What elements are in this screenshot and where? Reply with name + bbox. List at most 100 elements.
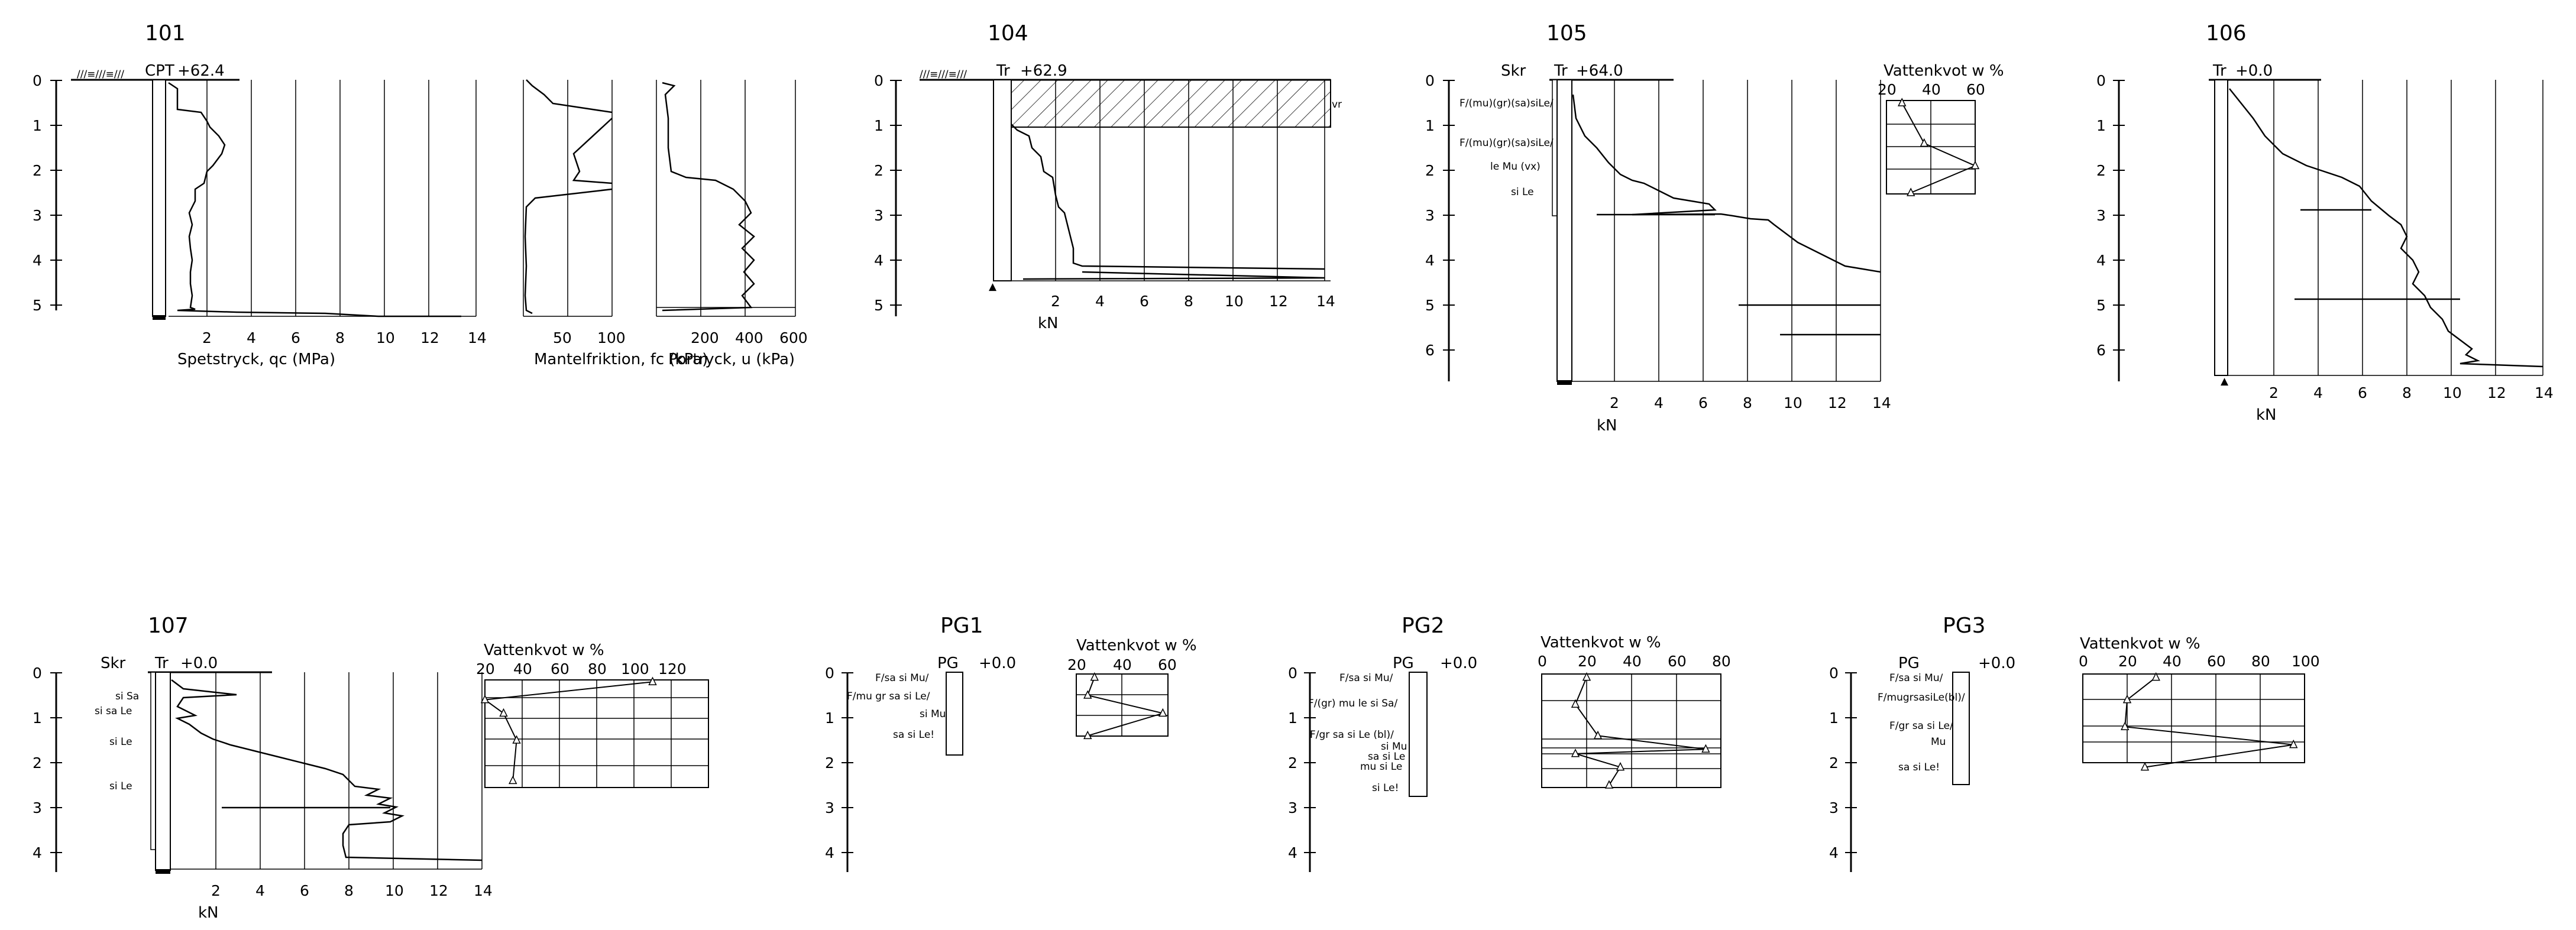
water-content-point: [648, 676, 657, 685]
w-tick: 40: [513, 660, 532, 678]
w-tick: 20: [2118, 653, 2137, 670]
kn-tick: 8: [2402, 384, 2412, 401]
depth-tick: 6: [2096, 342, 2106, 359]
kn-spikes-105: [1597, 213, 1881, 336]
soil-layer-label: si Le: [109, 780, 132, 792]
water-content-pg3: Vattenkvot w % 0 20 40 60 80 100: [2079, 635, 2320, 771]
water-content-pg1: Vattenkvot w % 20 40 60: [1067, 637, 1197, 740]
water-content-point: [1593, 730, 1603, 740]
soil-layer-label: Mu: [1931, 736, 1946, 748]
depth-ticks-101: 0 1 2 3 4 5: [33, 72, 62, 314]
u-tick: 200: [691, 329, 719, 346]
cpt-label: CPT: [145, 62, 174, 80]
water-content-line: [1086, 677, 1166, 737]
w-tick: 60: [1668, 653, 1687, 670]
water-content-series-pg1: [1083, 672, 1167, 740]
depth-tick: 2: [2096, 162, 2106, 179]
pg-label-3: PG: [1898, 654, 1920, 672]
depth-tick: 0: [1425, 72, 1435, 89]
w-tick: 60: [1158, 656, 1177, 673]
water-content-107: Vattenkvot w % 20 40 60 80 100 120: [476, 641, 709, 788]
kn-tick: 2: [1051, 293, 1060, 310]
w-tick: 20: [1878, 81, 1897, 98]
pg2-title: PG2: [1402, 614, 1445, 638]
depth-tick: 3: [33, 799, 42, 816]
stop-symbol-106: ▲: [2221, 375, 2229, 387]
rod-101: [152, 79, 166, 317]
soil-layer-label: si Sa: [115, 691, 139, 702]
borehole-104-title: 104: [988, 21, 1028, 46]
depth-tick: 0: [33, 665, 42, 682]
borehole-104-elevation: +62.9: [1020, 62, 1067, 80]
fill-layer-label: vr: [1332, 99, 1342, 111]
kn-tick: 12: [1828, 394, 1847, 411]
depth-tick: 3: [2096, 207, 2106, 224]
kn-curve-106: [2229, 88, 2543, 368]
pg-label-1: PG: [937, 654, 959, 672]
water-content-series-105: [1898, 98, 1980, 196]
depth-tick: 4: [2096, 252, 2106, 269]
rod-tip-101: [153, 315, 166, 320]
w-tick: 60: [551, 660, 569, 678]
soil-layer-label: sa si Le: [1368, 751, 1405, 763]
soil-layer-label: F/(mu)(gr)(sa)siLe/: [1459, 98, 1554, 109]
qc-tick: 8: [335, 329, 345, 346]
depth-tick: 3: [825, 799, 834, 816]
w-tick: 20: [1067, 656, 1086, 673]
soil-layer-label: si Le: [1511, 186, 1534, 198]
tr-label-104: Tr: [996, 62, 1010, 80]
borehole-101-elevation: +62.4: [177, 62, 225, 80]
skr-column-107: [150, 672, 156, 850]
kn-tick: 10: [2443, 384, 2462, 401]
soil-layers-pg1: F/sa si Mu/ F/mu gr sa si Le/ si Mu sa s…: [847, 672, 946, 741]
kn-tick: 12: [2487, 384, 2506, 401]
kn-curve-107: [171, 679, 483, 861]
kn-tick: 8: [1184, 293, 1193, 310]
depth-tick: 0: [33, 72, 42, 89]
rod-106: [2214, 79, 2228, 376]
depth-tick: 2: [1425, 162, 1435, 179]
kn-ticks-106: 2 4 6 8 10 12 14 kN: [2256, 384, 2554, 424]
soil-layer-label: le Mu (vx): [1490, 161, 1541, 173]
depth-tick: 2: [825, 754, 834, 772]
kn-tick: 14: [1872, 394, 1891, 411]
borehole-107-title: 107: [148, 614, 189, 638]
borehole-106-elevation: +0.0: [2235, 62, 2273, 80]
w-tick: 40: [2163, 653, 2182, 670]
kn-tick: 2: [211, 882, 221, 899]
water-content-point: [2151, 672, 2160, 681]
water-content-title-pg3: Vattenkvot w %: [2080, 635, 2200, 653]
w-tick: 100: [621, 660, 649, 678]
w-tick: 80: [588, 660, 607, 678]
kn-tick: 14: [474, 882, 493, 899]
water-content-point: [1970, 160, 1980, 170]
water-content-point: [1582, 672, 1591, 681]
depth-tick: 5: [874, 297, 884, 314]
depth-tick: 1: [33, 709, 42, 727]
kn-axis-label-107: kN: [198, 904, 219, 922]
kn-ticks-105: 2 4 6 8 10 12 14 kN: [1597, 394, 1891, 435]
water-content-point: [509, 775, 517, 785]
soil-layers-105: F/(mu)(gr)(sa)siLe/ F/(mu)(gr)(sa)siLe/ …: [1459, 98, 1554, 198]
depth-tick: 5: [33, 297, 42, 314]
rod-tip-107: [156, 869, 170, 874]
borehole-101-title: 101: [145, 21, 186, 46]
kn-tick: 12: [1269, 293, 1288, 310]
w-tick: 60: [2207, 653, 2226, 670]
water-content-title-105: Vattenkvot w %: [1884, 62, 2004, 80]
depth-tick: 1: [1829, 709, 1839, 727]
soil-layers-pg2: F/sa si Mu/ F/(gr) mu le si Sa/ F/gr sa …: [1308, 672, 1407, 794]
qc-tick: 2: [202, 329, 212, 346]
kn-tick: 14: [2535, 384, 2554, 401]
qc-tick: 10: [376, 329, 395, 346]
w-tick: 40: [1922, 81, 1941, 98]
water-content-point: [1604, 780, 1614, 789]
depth-tick: 4: [1288, 844, 1297, 861]
pg3-title: PG3: [1943, 614, 1986, 638]
water-content-series-pg2: [1571, 672, 1710, 789]
stop-symbol-104: ▲: [989, 281, 997, 293]
soil-layer-label: si Mu: [1381, 741, 1407, 753]
borehole-106: 106 Tr +0.0 0 1 2 3 4 5 6 ▲ 2 4 6 8 10 1…: [2096, 21, 2554, 424]
water-content-pg2: Vattenkvot w % 0 20 40 60 80: [1538, 634, 1731, 789]
depth-tick: 1: [825, 709, 834, 727]
